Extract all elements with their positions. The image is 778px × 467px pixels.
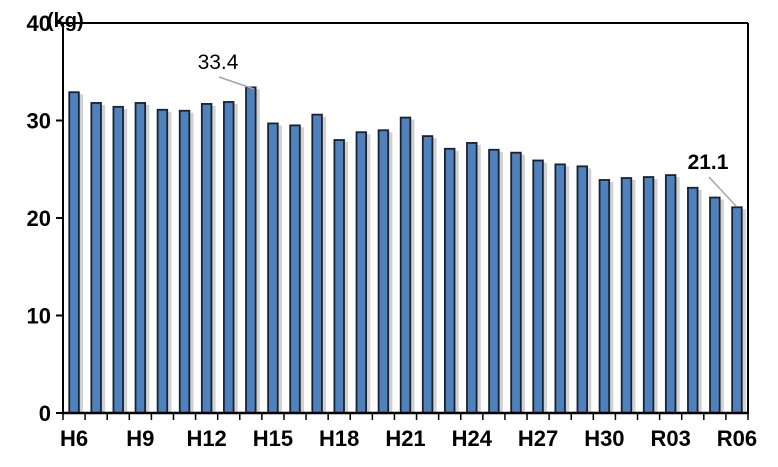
x-tick-label: R03 — [650, 426, 690, 451]
annotation-leader-line — [708, 176, 737, 207]
chart-bar — [333, 139, 345, 414]
x-tick-label: H12 — [186, 426, 226, 451]
data-label-annotation: 21.1 — [688, 151, 729, 174]
chart-bar — [510, 151, 522, 414]
chart-bar — [156, 108, 169, 414]
chart-bar — [311, 113, 323, 414]
chart-bar — [399, 116, 412, 414]
chart-bar — [200, 103, 213, 414]
annotation-leader-line — [218, 76, 255, 90]
chart-bar — [178, 109, 191, 414]
chart-bar — [709, 196, 721, 414]
y-tick-label: 40 — [27, 11, 51, 36]
data-label-annotation: 33.4 — [198, 51, 239, 74]
chart-bar — [642, 176, 655, 414]
chart-bar — [421, 135, 434, 414]
y-axis-unit-label: (kg) — [47, 10, 84, 32]
chart-bar — [134, 102, 147, 414]
chart-bar — [355, 131, 368, 414]
x-tick-label: H15 — [253, 426, 293, 451]
y-tick-label: 10 — [27, 304, 51, 329]
chart-bar — [620, 177, 633, 414]
chart-bar — [731, 206, 743, 414]
x-tick-label: H21 — [385, 426, 425, 451]
chart-bar — [554, 163, 566, 414]
y-tick-label: 30 — [27, 109, 51, 134]
chart-bar — [377, 129, 390, 414]
chart-bar — [90, 102, 102, 414]
chart-bar — [466, 142, 478, 414]
y-tick-label: 20 — [27, 206, 51, 231]
chart-bar — [112, 105, 124, 414]
chart-bar — [687, 186, 699, 414]
chart-bar — [664, 174, 677, 414]
chart-bar — [488, 148, 500, 414]
x-tick-label: H6 — [60, 426, 88, 451]
chart-bar — [223, 101, 235, 414]
x-tick-label: R06 — [717, 426, 757, 451]
x-tick-label: H9 — [126, 426, 154, 451]
y-tick-label: 0 — [39, 401, 51, 426]
chart-bar — [443, 147, 456, 414]
x-tick-label: H18 — [319, 426, 359, 451]
chart-bar — [598, 179, 611, 414]
chart-bar — [576, 165, 588, 414]
x-tick-label: H27 — [518, 426, 558, 451]
chart-bar — [289, 124, 301, 414]
x-tick-label: H24 — [452, 426, 493, 451]
chart-bar — [245, 86, 257, 414]
x-tick-label: H30 — [584, 426, 624, 451]
chart-bar — [68, 91, 80, 414]
chart-bar — [267, 122, 279, 414]
chart-bar — [532, 159, 544, 414]
